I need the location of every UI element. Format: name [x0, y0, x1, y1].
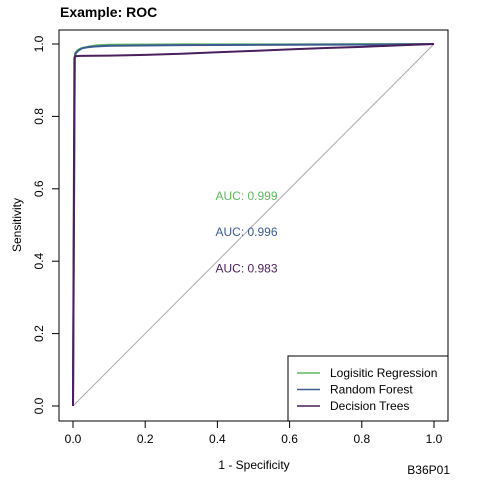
reference-diagonal-line — [72, 43, 435, 407]
reference-line-group — [72, 43, 435, 407]
legend-box — [287, 355, 449, 422]
corner-label: B36P01 — [407, 463, 450, 477]
y-tick-label: 0.0 — [32, 397, 46, 414]
y-tick-label: 0.2 — [32, 325, 46, 342]
y-axis-label: Sensitivity — [10, 198, 24, 252]
x-axis-label: 1 - Specificity — [218, 458, 289, 472]
series-group — [72, 43, 435, 407]
legend-label: Random Forest — [330, 383, 413, 397]
x-tick-label: 0.8 — [353, 432, 370, 446]
x-tick-label: 0.6 — [281, 432, 298, 446]
y-tick-label: 0.8 — [32, 108, 46, 125]
x-tick-label: 0.0 — [65, 432, 82, 446]
y-axis: 0.0 0.2 0.4 0.6 0.8 1.0 — [32, 35, 59, 414]
auc-annotation: AUC: 0.999 — [216, 189, 278, 203]
legend-label: Logisitic Regression — [330, 366, 437, 380]
auc-annotations: AUC: 0.999 AUC: 0.996 AUC: 0.983 — [216, 189, 278, 275]
chart-title: Example: ROC — [60, 4, 157, 20]
auc-annotation: AUC: 0.996 — [216, 225, 278, 239]
x-tick-label: 0.2 — [137, 432, 154, 446]
x-tick-label: 0.4 — [209, 432, 226, 446]
y-tick-label: 0.4 — [32, 253, 46, 270]
x-axis: 0.0 0.2 0.4 0.6 0.8 1.0 — [65, 420, 443, 446]
y-tick-label: 1.0 — [32, 35, 46, 52]
auc-annotation: AUC: 0.983 — [216, 261, 278, 275]
x-tick-label: 1.0 — [426, 432, 443, 446]
series-line-decision-trees — [72, 43, 435, 407]
legend: Logisitic Regression Random Forest Decisio… — [287, 355, 449, 422]
legend-label: Decision Trees — [330, 399, 409, 413]
y-tick-label: 0.6 — [32, 180, 46, 197]
series-line-random-forest — [72, 43, 435, 407]
